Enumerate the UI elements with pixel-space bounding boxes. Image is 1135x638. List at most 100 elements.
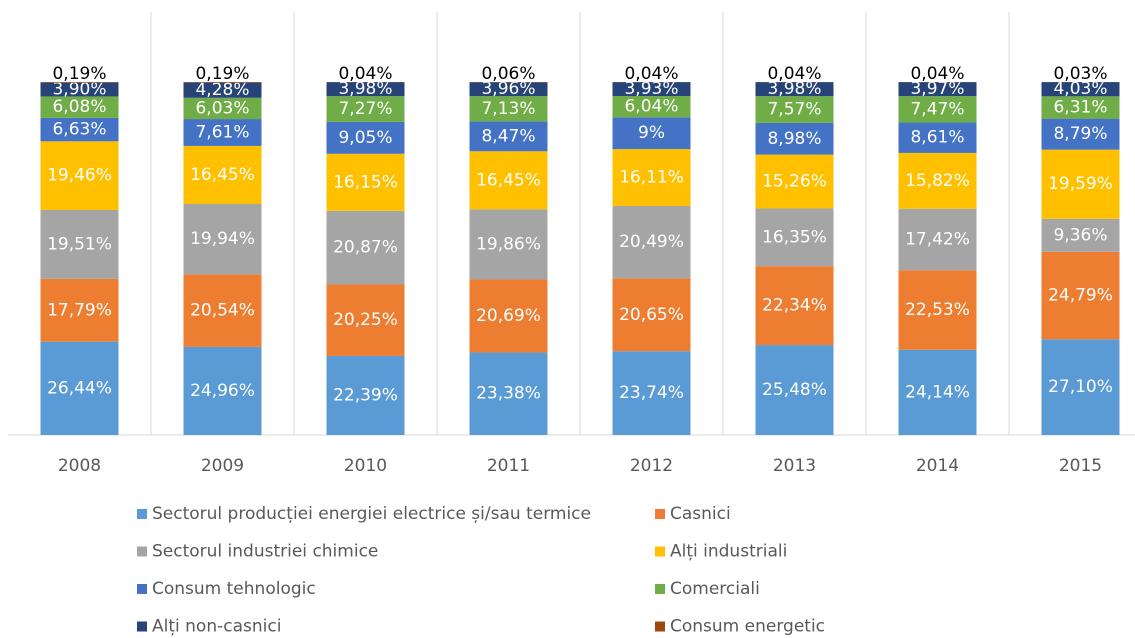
value-label: 7,61%: [195, 122, 249, 142]
bar-segment: [1041, 96, 1120, 119]
bar-segment: [183, 97, 262, 120]
bar-segment: [612, 351, 691, 435]
value-label: 0,04%: [338, 64, 392, 84]
bar-segment: [469, 209, 548, 280]
bar-segment: [612, 117, 691, 150]
value-label: 8,98%: [767, 129, 821, 149]
bar-segment: [40, 82, 119, 83]
value-label: 7,13%: [481, 99, 535, 119]
x-tick-label: 2010: [344, 456, 387, 476]
bar-segment: [898, 122, 977, 153]
value-label: 3,98%: [338, 79, 392, 99]
bar-segment: [898, 349, 977, 435]
value-label: 3,96%: [481, 79, 535, 99]
value-label: 6,31%: [1053, 97, 1107, 117]
bar-segment: [755, 96, 834, 123]
value-label: 0,04%: [624, 64, 678, 84]
bar-segment: [1041, 149, 1120, 219]
value-label: 23,38%: [476, 384, 541, 404]
value-label: 25,48%: [762, 380, 827, 400]
value-label: 6,08%: [52, 97, 106, 117]
legend-swatch: [655, 509, 665, 519]
value-label: 3,98%: [767, 79, 821, 99]
legend-label: Sectorul industriei chimice: [152, 542, 378, 562]
value-label: 26,44%: [47, 378, 112, 398]
value-label: 8,47%: [481, 126, 535, 146]
value-label: 16,35%: [762, 227, 827, 247]
x-tick-label: 2008: [58, 456, 101, 476]
bar-segment: [183, 119, 262, 146]
value-label: 16,45%: [476, 170, 541, 190]
bar-segment: [40, 278, 119, 342]
value-label: 8,61%: [910, 128, 964, 148]
value-label: 3,90%: [52, 80, 106, 100]
x-tick-label: 2012: [630, 456, 673, 476]
value-label: 19,86%: [476, 234, 541, 254]
x-tick-label: 2015: [1059, 456, 1102, 476]
x-tick-label: 2009: [201, 456, 244, 476]
value-label: 3,97%: [910, 79, 964, 99]
legend-swatch: [655, 546, 665, 557]
bar-segment: [183, 346, 262, 435]
legend-swatch: [655, 621, 665, 632]
bar-segment: [469, 352, 548, 435]
bar-segment: [1041, 339, 1120, 435]
bar-segment: [1041, 251, 1120, 340]
bar-segment: [1041, 82, 1120, 97]
value-label: 6,63%: [52, 120, 106, 140]
value-label: 9,05%: [338, 128, 392, 148]
legend-swatch: [137, 621, 147, 632]
value-label: 8,79%: [1053, 124, 1107, 144]
bar-segment: [469, 279, 548, 353]
bar-segment: [326, 355, 405, 435]
value-label: 20,54%: [190, 301, 255, 321]
bar-segment: [755, 122, 834, 155]
bar-segment: [898, 152, 977, 209]
value-label: 24,79%: [1048, 286, 1113, 306]
legend-swatch: [137, 546, 147, 557]
bar-segment: [40, 341, 119, 435]
value-label: 24,14%: [905, 382, 970, 402]
bar-segment: [1041, 118, 1120, 150]
bar-segment: [755, 82, 834, 97]
bar-segment: [612, 278, 691, 352]
value-label: 7,27%: [338, 99, 392, 119]
value-label: 0,04%: [910, 64, 964, 84]
bar-segment: [755, 266, 834, 346]
bar-segment: [755, 345, 834, 435]
x-tick-label: 2014: [916, 456, 959, 476]
value-label: 7,57%: [767, 100, 821, 120]
bar-segment: [40, 117, 119, 142]
bar-segment: [40, 82, 119, 97]
legend-label: Sectorul producției energiei electrice ș…: [152, 504, 591, 524]
legend-label: Alți non-casnici: [152, 617, 281, 637]
value-label: 22,53%: [905, 300, 970, 320]
value-label: 6,04%: [624, 97, 678, 117]
bar-segment: [183, 203, 262, 275]
bar-segment: [469, 82, 548, 97]
value-label: 16,15%: [333, 172, 398, 192]
value-label: 19,94%: [190, 229, 255, 249]
legend-swatch: [137, 584, 147, 594]
legend-label: Comerciali: [670, 579, 760, 599]
bar-segment: [755, 208, 834, 267]
bar-segment: [1041, 218, 1120, 252]
value-label: 27,10%: [1048, 377, 1113, 397]
legend-label: Consum energetic: [670, 617, 825, 637]
value-label: 19,59%: [1048, 174, 1113, 194]
bar-segment: [183, 145, 262, 204]
bar-segment: [612, 149, 691, 206]
value-label: 3,93%: [624, 79, 678, 99]
legend-label: Alți industriali: [670, 542, 787, 562]
bar-segment: [898, 82, 977, 97]
bar-segment: [898, 270, 977, 350]
bar-segment: [898, 208, 977, 271]
value-label: 4,28%: [195, 80, 249, 100]
bar-segment: [40, 96, 119, 118]
bar-segment: [326, 284, 405, 356]
bar-segment: [40, 141, 119, 210]
bar-segment: [326, 96, 405, 122]
value-label: 19,51%: [47, 234, 112, 254]
value-label: 6,03%: [195, 98, 249, 118]
